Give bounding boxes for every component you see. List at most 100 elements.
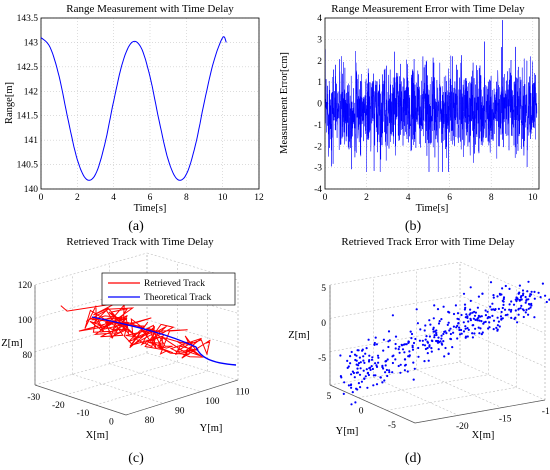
axis-edge: [65, 361, 178, 396]
error-point: [391, 371, 394, 374]
error-point: [346, 359, 349, 362]
error-point: [500, 310, 503, 314]
error-point: [428, 345, 431, 348]
error-point: [445, 332, 448, 335]
error-point: [400, 343, 403, 346]
error-point: [478, 319, 481, 322]
error-point: [530, 304, 533, 307]
error-point: [529, 306, 532, 309]
error-point: [496, 328, 499, 331]
retrieved-track-line: [60, 303, 211, 359]
error-point: [424, 324, 427, 327]
error-point: [525, 299, 528, 302]
error-point: [456, 337, 459, 340]
legend: Retrieved Track Theoretical Track: [101, 272, 236, 306]
x-tick-label: 2: [364, 193, 369, 203]
error-point: [362, 359, 365, 362]
error-point: [398, 345, 401, 348]
error-point: [421, 339, 424, 342]
legend-retrieved-track: Retrieved Track: [144, 279, 205, 289]
error-point: [397, 348, 400, 351]
error-point: [375, 383, 379, 386]
y-tick-label: -4: [314, 185, 322, 195]
error-point: [512, 303, 516, 306]
error-point: [347, 365, 350, 368]
error-point: [462, 292, 466, 295]
error-point: [497, 320, 500, 323]
error-point: [347, 384, 350, 387]
error-point: [433, 330, 437, 333]
error-point: [406, 370, 409, 373]
error-point: [367, 373, 370, 377]
error-point: [353, 376, 356, 379]
error-point: [466, 335, 469, 338]
error-point: [374, 336, 377, 339]
error-point: [527, 307, 530, 310]
z-tick-label: -5: [318, 354, 326, 364]
error-point: [464, 336, 467, 339]
error-point: [413, 367, 416, 370]
error-point: [386, 374, 389, 378]
error-point: [492, 328, 495, 331]
x-tick-label: 4: [406, 193, 411, 203]
error-point: [403, 343, 407, 346]
error-scatter-points: [339, 280, 550, 406]
error-point: [426, 352, 429, 355]
error-point: [518, 284, 521, 287]
error-point: [339, 354, 342, 357]
y-tick-label: 141: [24, 136, 39, 146]
error-point: [545, 300, 548, 304]
error-point: [471, 324, 474, 327]
error-point: [517, 307, 520, 310]
error-point: [530, 293, 533, 296]
error-point: [491, 314, 494, 317]
error-point: [491, 302, 494, 305]
error-point: [411, 348, 415, 351]
error-point: [474, 311, 477, 314]
error-point: [442, 332, 445, 336]
error-point: [517, 313, 520, 316]
error-point: [355, 387, 358, 390]
error-point: [462, 330, 466, 333]
error-point: [508, 303, 511, 306]
axis-edge: [34, 384, 127, 416]
error-point: [516, 321, 519, 324]
error-point: [455, 326, 458, 329]
error-point: [433, 304, 436, 307]
legend-theoretical-track: Theoretical Track: [144, 293, 212, 303]
error-point: [528, 295, 531, 298]
error-point: [443, 355, 446, 358]
error-point: [527, 302, 531, 306]
error-point: [349, 355, 352, 358]
error-point: [477, 316, 480, 319]
error-point: [429, 323, 432, 326]
x-tick-label: 0: [323, 193, 328, 203]
axis-edge: [95, 370, 208, 406]
error-point: [462, 321, 465, 324]
error-point: [388, 371, 391, 374]
error-point: [487, 327, 490, 330]
error-point: [421, 343, 425, 346]
y-tick-label: 100: [205, 397, 220, 407]
axis-edge: [34, 352, 148, 386]
error-point: [355, 363, 358, 366]
caption-d: (d): [404, 451, 422, 466]
error-point: [519, 307, 522, 310]
error-point: [407, 340, 410, 343]
error-point: [477, 314, 480, 317]
error-point: [506, 313, 509, 316]
error-point: [496, 295, 499, 298]
error-point: [377, 356, 380, 359]
error-point: [356, 367, 359, 370]
x-tick-label: -10: [77, 409, 90, 419]
x-tick-label: 10: [218, 193, 228, 203]
error-point: [495, 326, 498, 329]
error-point: [424, 338, 427, 341]
error-point: [474, 327, 477, 330]
error-point: [539, 296, 542, 299]
error-point: [460, 313, 463, 317]
error-point: [430, 350, 433, 353]
error-point: [460, 328, 463, 332]
error-point: [508, 287, 511, 290]
error-point: [510, 308, 513, 312]
